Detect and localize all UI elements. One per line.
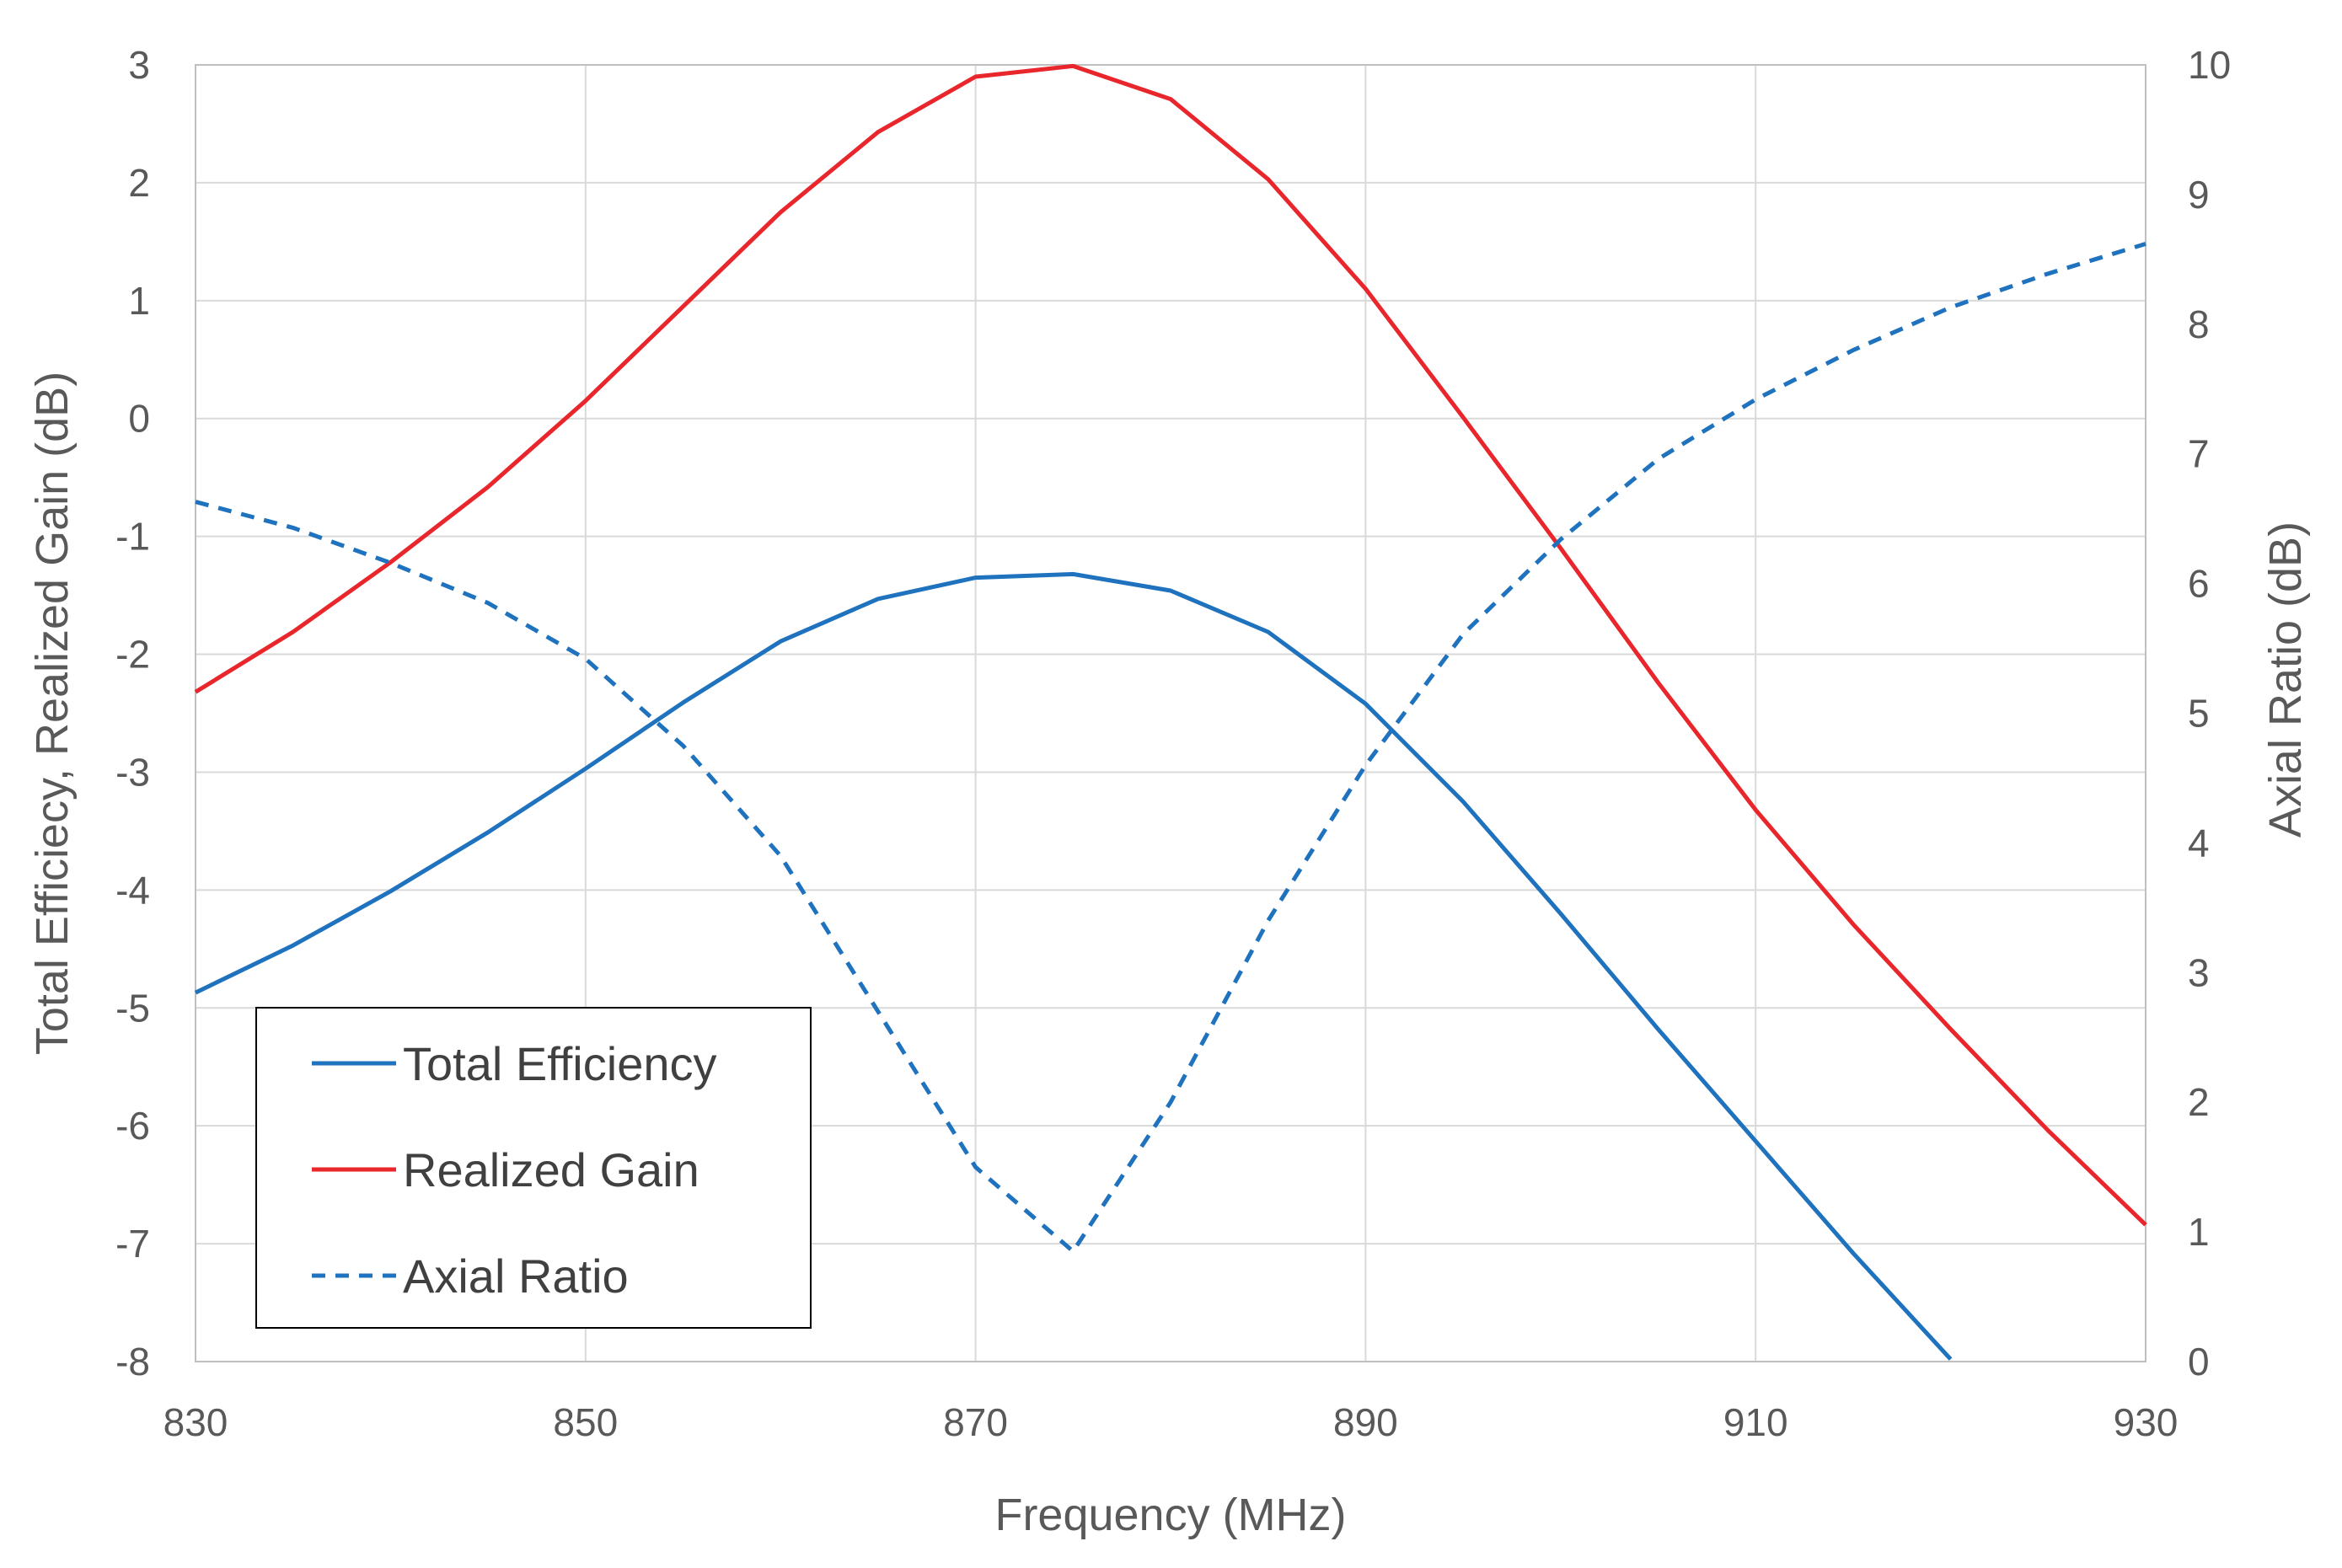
legend: Total Efficiency Realized Gain Axial Rat… [255,1007,812,1329]
x-tick-label: 850 [553,1400,618,1444]
y-tick-label: 3 [128,43,150,87]
y-tick-label: -6 [115,1104,150,1148]
x-tick-label: 870 [943,1400,1008,1444]
y2-tick-label: 10 [2188,43,2231,87]
series-line-axial-ratio [195,242,2146,1254]
y-tick-label: -5 [115,986,150,1030]
y2-tick-label: 7 [2188,432,2210,476]
x-tick-label: 830 [163,1400,228,1444]
y-tick-label: -8 [115,1340,150,1383]
y2-tick-label: 2 [2188,1080,2210,1124]
y2-tick-label: 8 [2188,302,2210,346]
y-tick-label: 1 [128,279,150,323]
y-axis-left-title: Total Efficiecy, Realized Gain (dB) [27,372,78,1055]
series-line-realized-gain [194,63,2147,1227]
y-tick-label: -4 [115,868,150,912]
legend-label-axial-ratio: Axial Ratio [403,1250,629,1303]
y-tick-label: -1 [115,515,150,559]
y2-tick-label: 3 [2188,950,2210,994]
series-line-total-efficiency [194,571,1953,1361]
y2-tick-label: 1 [2188,1210,2210,1254]
y-axis-right-title: Axial Ratio (dB) [2260,522,2311,838]
tick-labels: 830 850 870 890 910 9303210-1-2-3-4-5-6-7-810… [115,43,2231,1444]
y-tick-label: 0 [128,397,150,441]
y2-tick-label: 0 [2188,1340,2210,1383]
plot-frame [195,64,2146,1362]
x-tick-label: 910 [1723,1400,1788,1444]
y-tick-label: -7 [115,1222,150,1266]
y-tick-label: 2 [128,161,150,205]
legend-label-total-efficiency: Total Efficiency [403,1037,716,1090]
series-layer [194,63,2147,1361]
y-tick-label: -2 [115,633,150,677]
x-tick-label: 890 [1333,1400,1398,1444]
x-axis-title: Frequency (MHz) [994,1490,1346,1540]
legend-label-realized-gain: Realized Gain [403,1143,699,1196]
y2-tick-label: 6 [2188,562,2210,606]
y-tick-label: -3 [115,750,150,794]
y2-tick-label: 9 [2188,173,2210,217]
x-tick-label: 930 [2114,1400,2179,1444]
y2-tick-label: 4 [2188,821,2210,864]
y2-tick-label: 5 [2188,692,2210,736]
